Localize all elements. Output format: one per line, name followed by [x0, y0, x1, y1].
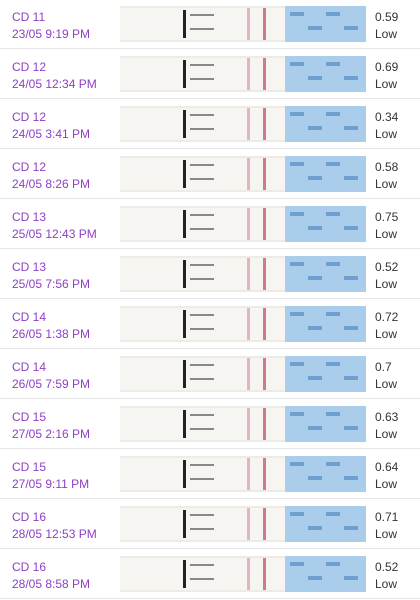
test-row[interactable]: CD 16 28/05 12:53 PM 0.71 Low: [0, 500, 420, 549]
cycle-day: CD 12: [12, 60, 47, 74]
test-row[interactable]: CD 14 26/05 1:38 PM 0.72 Low: [0, 300, 420, 349]
lh-level: Low: [375, 127, 398, 141]
test-strip-photo: [120, 56, 366, 92]
test-row[interactable]: CD 13 25/05 7:56 PM 0.52 Low: [0, 250, 420, 299]
test-row[interactable]: CD 15 27/05 9:11 PM 0.64 Low: [0, 450, 420, 499]
date-time: 28/05 8:58 PM: [12, 577, 91, 591]
test-strip-photo: [120, 156, 366, 192]
cycle-day: CD 15: [12, 460, 47, 474]
lh-level: Low: [375, 477, 398, 491]
lh-ratio: 0.71: [375, 510, 399, 524]
lh-ratio: 0.72: [375, 310, 399, 324]
cycle-day: CD 12: [12, 110, 47, 124]
lh-level: Low: [375, 377, 398, 391]
lh-ratio: 0.75: [375, 210, 399, 224]
lh-level: Low: [375, 27, 398, 41]
test-row[interactable]: CD 12 24/05 12:34 PM 0.69 Low: [0, 50, 420, 99]
date-time: 24/05 8:26 PM: [12, 177, 91, 191]
cycle-day: CD 13: [12, 260, 47, 274]
cycle-day: CD 12: [12, 160, 47, 174]
lh-level: Low: [375, 227, 398, 241]
date-time: 26/05 7:59 PM: [12, 377, 91, 391]
test-strip-photo: [120, 556, 366, 592]
cycle-day: CD 11: [12, 10, 46, 24]
lh-ratio: 0.64: [375, 460, 399, 474]
test-row[interactable]: CD 12 24/05 3:41 PM 0.34 Low: [0, 100, 420, 149]
cycle-day: CD 15: [12, 410, 47, 424]
test-row[interactable]: CD 16 28/05 8:58 PM 0.52 Low: [0, 550, 420, 599]
lh-ratio: 0.63: [375, 410, 399, 424]
date-time: 27/05 9:11 PM: [12, 477, 90, 491]
test-row[interactable]: CD 14 26/05 7:59 PM 0.7 Low: [0, 350, 420, 399]
lh-ratio: 0.69: [375, 60, 399, 74]
test-strip-photo: [120, 306, 366, 342]
cycle-day: CD 13: [12, 210, 47, 224]
cycle-day: CD 14: [12, 360, 47, 374]
date-time: 27/05 2:16 PM: [12, 427, 91, 441]
test-strip-photo: [120, 456, 366, 492]
date-time: 25/05 7:56 PM: [12, 277, 91, 291]
test-strip-photo: [120, 506, 366, 542]
date-time: 24/05 3:41 PM: [12, 127, 91, 141]
date-time: 26/05 1:38 PM: [12, 327, 91, 341]
lh-ratio: 0.59: [375, 10, 399, 24]
lh-level: Low: [375, 577, 398, 591]
lh-level: Low: [375, 177, 398, 191]
lh-ratio: 0.58: [375, 160, 399, 174]
lh-ratio: 0.52: [375, 260, 399, 274]
test-strip-photo: [120, 206, 366, 242]
cycle-day: CD 14: [12, 310, 47, 324]
date-time: 23/05 9:19 PM: [12, 27, 91, 41]
test-row[interactable]: CD 15 27/05 2:16 PM 0.63 Low: [0, 400, 420, 449]
cycle-day: CD 16: [12, 510, 47, 524]
lh-ratio: 0.34: [375, 110, 399, 124]
test-strip-photo: [120, 106, 366, 142]
lh-level: Low: [375, 527, 398, 541]
test-strip-photo: [120, 406, 366, 442]
cycle-day: CD 16: [12, 560, 47, 574]
test-strip-photo: [120, 256, 366, 292]
test-row[interactable]: CD 11 23/05 9:19 PM 0.59 Low: [0, 0, 420, 49]
date-time: 24/05 12:34 PM: [12, 77, 97, 91]
date-time: 28/05 12:53 PM: [12, 527, 97, 541]
lh-ratio: 0.7: [375, 360, 392, 374]
lh-ratio: 0.52: [375, 560, 399, 574]
date-time: 25/05 12:43 PM: [12, 227, 97, 241]
test-row[interactable]: CD 13 25/05 12:43 PM 0.75 Low: [0, 200, 420, 249]
test-row[interactable]: CD 12 24/05 8:26 PM 0.58 Low: [0, 150, 420, 199]
lh-level: Low: [375, 427, 398, 441]
lh-level: Low: [375, 77, 398, 91]
lh-level: Low: [375, 277, 398, 291]
test-strip-photo: [120, 6, 366, 42]
test-strip-photo: [120, 356, 366, 392]
lh-level: Low: [375, 327, 398, 341]
